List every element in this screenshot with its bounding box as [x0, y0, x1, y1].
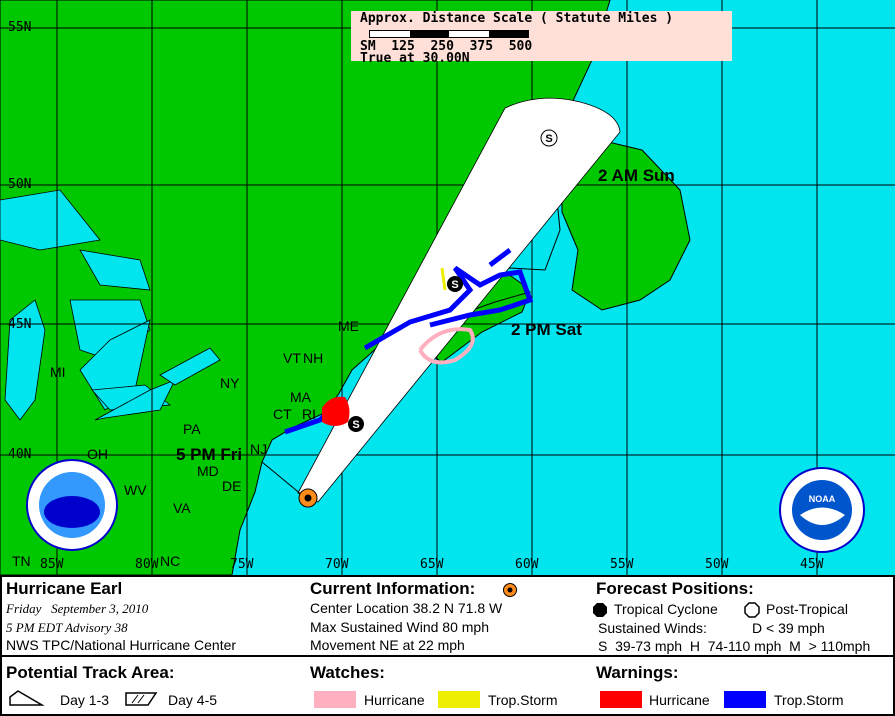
hurricane-watch-swatch [314, 691, 356, 708]
post-tropical-label: Post-Tropical [766, 601, 848, 617]
hurricane-watch-label: Hurricane [364, 692, 425, 708]
lon-label: 60W [515, 557, 539, 572]
current-position-icon [503, 583, 517, 597]
forecast-title: Forecast Positions: [596, 579, 754, 598]
tropical-cyclone-icon [593, 603, 607, 617]
state-label: MA [290, 389, 311, 405]
forecast-point-1: S [348, 416, 364, 432]
ts-warning-swatch [724, 691, 766, 708]
state-label: CT [273, 406, 292, 422]
panel-divider [2, 655, 893, 657]
svg-text:S: S [451, 279, 458, 291]
scale-bar [369, 30, 529, 38]
ts-watch-label: Trop.Storm [488, 692, 558, 708]
lat-label: 55N [8, 20, 32, 35]
state-label: DE [222, 478, 242, 494]
forecast-point-2: S [447, 276, 463, 292]
state-label: OH [87, 446, 108, 462]
lon-label: 75W [230, 557, 254, 572]
forecast-label-fri: 5 PM Fri [176, 445, 243, 464]
lat-label: 45N [8, 317, 32, 332]
state-label: NY [220, 375, 240, 391]
ts-watch-swatch [438, 691, 480, 708]
state-label: VT [283, 350, 301, 366]
lat-label: 50N [8, 177, 32, 192]
agency: NWS TPC/National Hurricane Center [6, 637, 237, 653]
scale-title: Approx. Distance Scale ( Statute Miles ) [360, 11, 674, 26]
hurricane-watch-area [418, 327, 475, 365]
lat-label: 40N [8, 447, 32, 462]
forecast-label-sun: 2 AM Sun [598, 166, 675, 185]
state-label: RI [302, 406, 316, 422]
ts-warning-label: Trop.Storm [774, 692, 844, 708]
storm-name: Hurricane Earl [6, 579, 123, 598]
state-label: NH [303, 350, 324, 366]
advisory-date: Friday September 3, 2010 [6, 601, 149, 616]
state-label: NC [160, 553, 181, 569]
state-label: ME [338, 318, 359, 334]
scale-true-at: True at 30.00N [360, 51, 470, 66]
day-1-3-label: Day 1-3 [60, 692, 110, 708]
current-info-title: Current Information: [310, 579, 476, 598]
scale-ticks: SM 125 250 375 500 [360, 39, 533, 54]
warnings-title: Warnings: [596, 663, 679, 682]
post-tropical-icon [744, 602, 760, 618]
newfoundland [561, 139, 691, 311]
svg-text:NOAA: NOAA [809, 494, 836, 504]
state-label: WV [124, 482, 147, 498]
lon-label: 55W [610, 557, 634, 572]
advisory-number: 5 PM EDT Advisory 38 [6, 620, 128, 635]
state-label: VA [173, 500, 191, 516]
tropical-cyclone-label: Tropical Cyclone [614, 601, 718, 617]
noaa-logo: NOAA [779, 467, 865, 553]
sustained-winds-label: Sustained Winds: [598, 620, 707, 636]
forecast-label-sat: 2 PM Sat [511, 320, 582, 339]
legend-panel: Hurricane Earl Friday September 3, 2010 … [0, 575, 895, 716]
svg-text:S: S [545, 133, 552, 145]
distance-scale: Approx. Distance Scale ( Statute Miles )… [351, 11, 732, 65]
forecast-point-3: S [540, 129, 558, 147]
state-label: MD [197, 463, 219, 479]
lon-label: 65W [420, 557, 444, 572]
movement: Movement NE at 22 mph [310, 637, 465, 653]
wind-categories: S 39-73 mph H 74-110 mph M > 110mph [598, 638, 871, 654]
hurricane-track-map: S S S NOAA [0, 0, 895, 575]
state-label: NJ [250, 441, 268, 457]
current-position-marker [298, 488, 318, 508]
watches-title: Watches: [310, 663, 385, 682]
center-location: Center Location 38.2 N 71.8 W [310, 600, 503, 616]
state-label: TN [12, 553, 31, 569]
wind-category-d: D < 39 mph [752, 620, 825, 636]
hurricane-warning-label: Hurricane [649, 692, 710, 708]
tropical-storm-watch-area [440, 267, 447, 291]
nws-logo [26, 459, 118, 551]
state-label: MI [50, 364, 66, 380]
lon-label: 85W [40, 557, 64, 572]
day-4-5-cone-icon [125, 692, 158, 706]
lon-label: 50W [705, 557, 729, 572]
svg-text:S: S [352, 419, 359, 431]
hurricane-warning-swatch [600, 691, 642, 708]
lon-label: 45W [800, 557, 824, 572]
max-wind: Max Sustained Wind 80 mph [310, 619, 489, 635]
state-label: PA [183, 421, 201, 437]
hurricane-warning-area [322, 396, 350, 426]
lon-label: 70W [325, 557, 349, 572]
track-area-title: Potential Track Area: [6, 663, 175, 682]
day-4-5-label: Day 4-5 [168, 692, 218, 708]
day-1-3-cone-icon [9, 690, 45, 706]
pointer-line [261, 461, 303, 496]
lon-label: 80W [135, 557, 159, 572]
great-lakes [0, 189, 221, 421]
